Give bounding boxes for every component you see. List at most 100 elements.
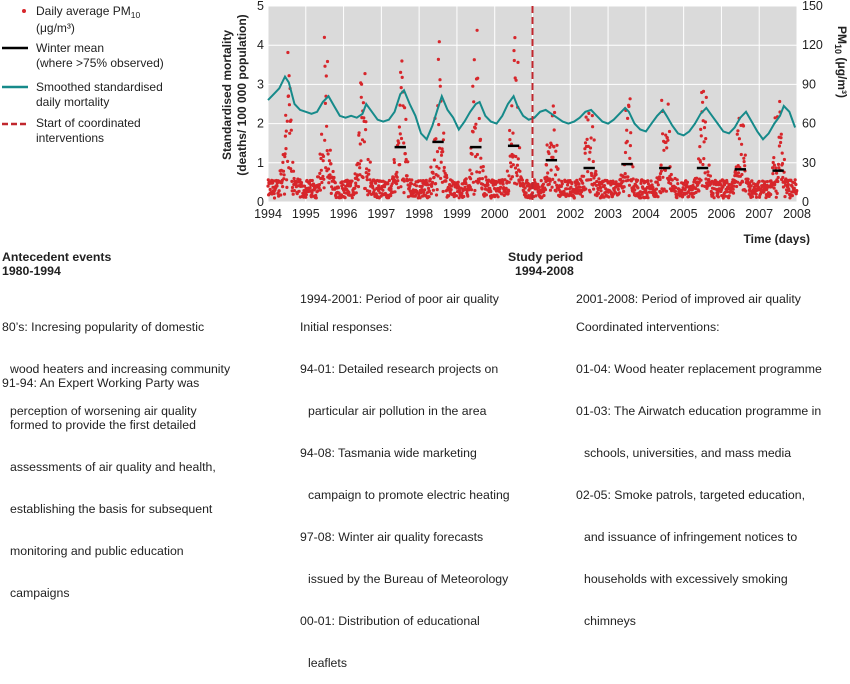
pm10-point [324,166,328,170]
pm10-point [435,150,440,154]
pm10-point [318,188,322,192]
legend-pm-label-2: (μg/m³) [36,21,75,35]
pm10-point [706,170,710,174]
pm10-point [777,166,781,170]
pm10-point [379,194,383,198]
pm10-point [288,131,292,135]
pm10-point [592,138,596,142]
pm10-point [587,111,591,115]
pm10-point [357,131,361,135]
pm10-point [287,74,291,78]
pm10-point [360,82,364,86]
pm10-point [368,178,372,182]
antecedent-item-2-line-5: monitoring and public education [10,544,184,558]
legend-pm-dot [22,9,26,13]
pm10-point [700,184,704,188]
pm10-point [281,185,285,189]
pm10-point [781,175,785,180]
right-axis-title-unit: (μg/m³) [835,54,849,98]
pm10-point [680,188,684,192]
pm10-point [479,156,483,160]
pm10-point [323,101,327,105]
pm10-point [437,40,441,44]
pm10-point [528,196,533,200]
pm10-point [645,193,649,197]
pm10-point [341,183,345,187]
pm10-point [434,182,438,186]
pm10-point [512,49,516,53]
pm10-point [365,167,369,171]
pm10-point [707,163,711,167]
pm10-point [557,178,561,182]
pm10-point [553,110,557,115]
pm10-point [622,185,626,189]
pm10-point [633,188,637,192]
pm10-point [358,166,362,170]
pm10-point [511,131,515,135]
antecedent-item-2-line-2: formed to provide the first detailed [10,418,196,432]
pm10-point [462,194,466,199]
pm10-point [662,148,666,152]
antecedent-item-2-line-3: assessments of air quality and health, [10,460,216,474]
pm10-point [366,157,370,162]
antecedent-item-1: 80’s: Incresing popularity of domestic w… [2,292,230,432]
pm10-point [398,163,402,167]
pm10-point [282,173,286,177]
pm10-point [687,194,691,199]
pm10-point [378,191,382,195]
pm10-point [501,182,505,186]
pm10-point [504,186,508,190]
pm10-point [382,185,387,189]
pm10-point [434,137,438,141]
pm10-point [703,120,708,124]
pm10-point [664,140,668,144]
pm10-point [457,185,461,189]
pm10-point [725,180,729,184]
pm10-point [597,177,601,181]
pm10-point [368,189,372,193]
pm10-point [321,174,325,179]
pm10-point [591,159,595,164]
pm10-point [793,178,797,182]
pm10-point [428,177,432,181]
pm10-point [427,189,431,193]
pm10-point [590,114,594,118]
pm10-point [626,116,630,120]
pm10-point [427,195,431,199]
pm10-point [723,194,728,198]
pm10-point [372,188,376,192]
pm10-point [675,196,679,200]
pm10-point [536,182,540,186]
pm10-point [499,185,503,189]
pm10-point [364,128,368,132]
improved-item-3-line-2: and issuance of infringement notices to [584,530,798,544]
pm10-point [272,191,276,196]
pm10-point [658,177,662,182]
pm10-point [515,163,520,167]
pm10-point [468,185,472,189]
pm10-point [514,171,519,175]
pm10-point [763,180,767,184]
pm10-point [539,179,543,183]
left-axis-title-line1: Standardised mortality [220,30,234,160]
pm10-point [452,191,457,195]
pm10-point [549,168,553,172]
pm10-point [321,159,325,163]
pm10-point [462,188,466,192]
pm10-point [622,189,626,193]
pm10-point [475,28,479,32]
pm10-point [701,89,706,93]
pm10-point [392,176,396,180]
right-tick-label: 30 [802,156,816,170]
pm10-point [554,189,558,193]
pm10-point [743,153,747,157]
pm10-point [589,178,593,182]
pm10-point [319,168,323,172]
pm10-point [583,141,588,145]
pm10-point [442,169,446,173]
pm10-point [283,134,287,138]
x-tick-label: 1994 [254,207,282,221]
pm10-point [322,186,326,190]
pm10-point [664,189,669,193]
pm10-point [525,178,529,182]
